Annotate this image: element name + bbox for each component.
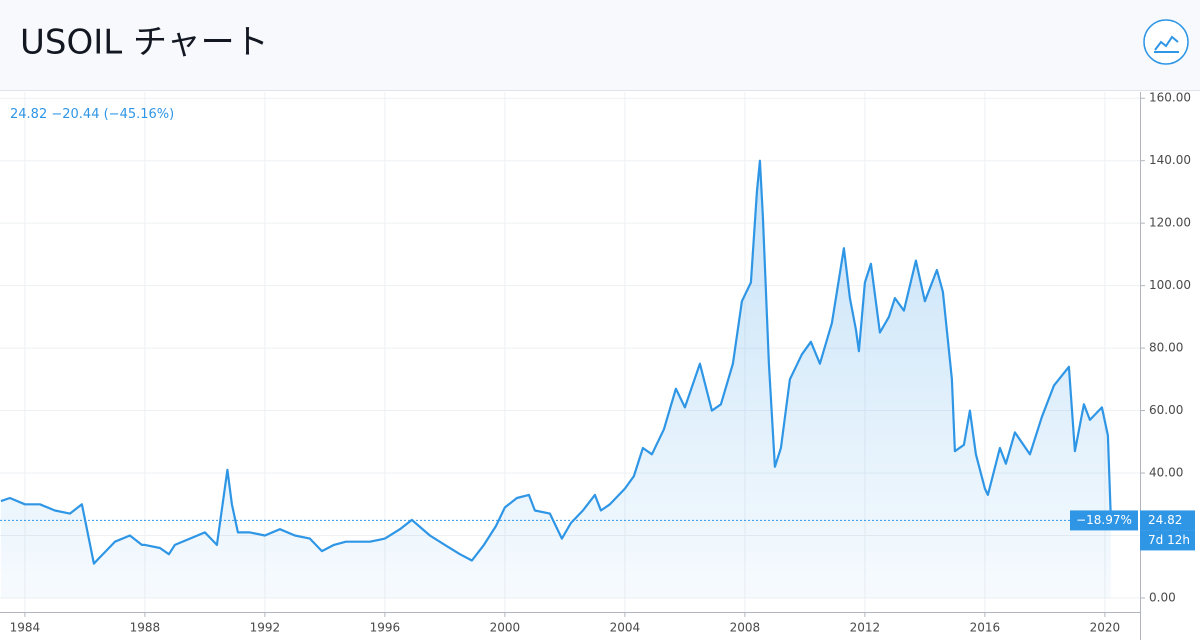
y-tick-label: 120.00: [1149, 216, 1191, 230]
change-box: [1070, 510, 1138, 531]
button-icon[interactable]: [1154, 35, 1179, 51]
legend-price: 24.82: [10, 107, 47, 122]
y-tick-label: 60.00: [1149, 403, 1183, 417]
x-tick-label: 1992: [250, 621, 281, 635]
x-tick-label: 1996: [370, 621, 401, 635]
legend-change-pct: (−45.16%): [104, 107, 175, 122]
y-tick-label: 160.00: [1149, 91, 1191, 105]
x-tick-label: 1988: [130, 621, 161, 635]
line: [0, 159, 1112, 565]
x-tick-label: 1984: [10, 621, 41, 635]
y-tick-label: 140.00: [1149, 153, 1191, 167]
x-tick-label: 2000: [490, 621, 521, 635]
chart-type-button[interactable]: [1143, 19, 1189, 65]
y-tick-label: 100.00: [1149, 278, 1191, 292]
x-tick-label: 2008: [730, 621, 761, 635]
x-tick-label: 2012: [850, 621, 881, 635]
change-label: −18.97%: [1076, 513, 1132, 527]
area: [0, 160, 1111, 598]
y-tick-label: 40.00: [1149, 466, 1183, 480]
countdown-box: [1140, 530, 1195, 551]
header: [0, 0, 1200, 90]
x-tick-label: 2004: [610, 621, 641, 635]
price-label: 24.82: [1148, 513, 1182, 527]
chart-title: USOIL チャート: [20, 23, 269, 63]
y-tick-label: 0.00: [1149, 590, 1176, 604]
x-tick-label: 2020: [1090, 621, 1121, 635]
countdown-label: 7d 12h: [1148, 533, 1190, 547]
button-circle[interactable]: [1143, 19, 1189, 65]
legend: 24.82 −20.44 (−45.16%): [10, 107, 174, 122]
x-tick-label: 2016: [970, 621, 1001, 635]
plot: 0.0020.0040.0060.0080.00100.00120.00140.…: [0, 91, 1191, 640]
legend-change: −20.44: [51, 107, 99, 122]
price-box: [1140, 510, 1195, 531]
y-tick-label: 80.00: [1149, 341, 1183, 355]
